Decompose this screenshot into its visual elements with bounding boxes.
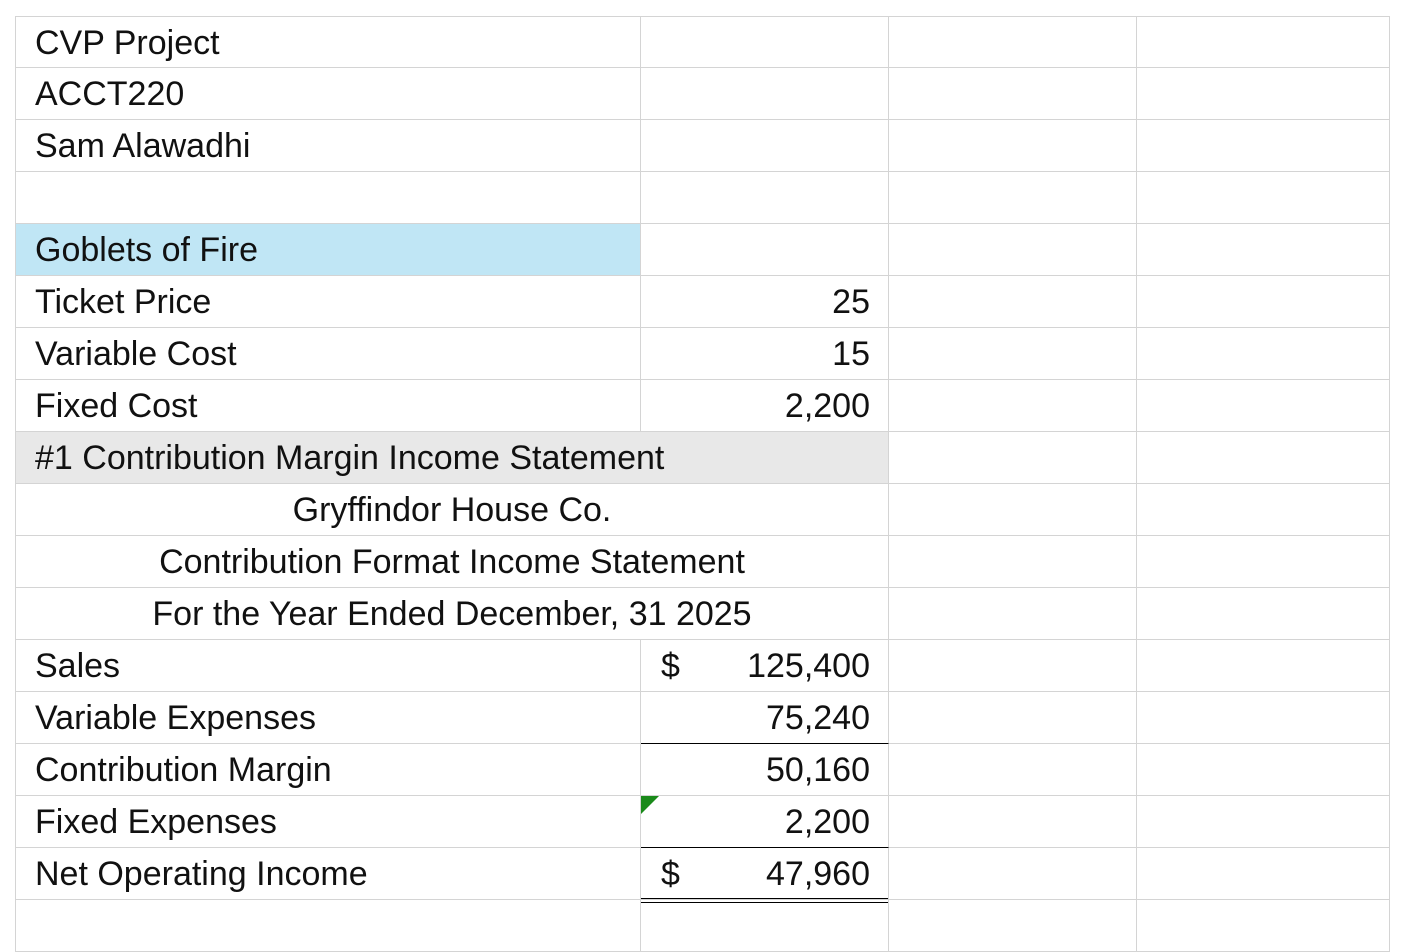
- cell-empty[interactable]: [1137, 640, 1390, 692]
- sheet-row-10: Gryffindor House Co.: [15, 484, 1390, 536]
- cell-empty[interactable]: [641, 16, 889, 68]
- cell-statement-section-title[interactable]: #1 Contribution Margin Income Statement: [15, 432, 889, 484]
- currency-symbol: $: [661, 855, 680, 893]
- sheet-row-15: Contribution Margin 50,160: [15, 744, 1390, 796]
- cell-fixed-expenses-label[interactable]: Fixed Expenses: [15, 796, 641, 848]
- cell-empty[interactable]: [889, 276, 1137, 328]
- cell-net-operating-income-value[interactable]: $ 47,960: [641, 848, 889, 903]
- cell-empty[interactable]: [889, 848, 1137, 900]
- cell-sales-label[interactable]: Sales: [15, 640, 641, 692]
- cell-empty[interactable]: [1137, 432, 1390, 484]
- cell-empty[interactable]: [1137, 900, 1390, 952]
- cell-error-indicator-icon[interactable]: [641, 796, 659, 814]
- cell-empty[interactable]: [889, 68, 1137, 120]
- cell-sales-value[interactable]: $ 125,400: [641, 640, 889, 692]
- cell-empty[interactable]: [1137, 276, 1390, 328]
- cell-empty[interactable]: [641, 224, 889, 276]
- cell-company-name[interactable]: Gryffindor House Co.: [15, 484, 889, 536]
- cell-empty[interactable]: [889, 16, 1137, 68]
- cell-net-operating-income-label[interactable]: Net Operating Income: [15, 848, 641, 900]
- cell-fixed-expenses-value[interactable]: 2,200: [641, 796, 889, 848]
- sheet-row-8: Fixed Cost 2,200: [15, 380, 1390, 432]
- sheet-row-5: Goblets of Fire: [15, 224, 1390, 276]
- cell-empty[interactable]: [889, 484, 1137, 536]
- cell-empty[interactable]: [889, 172, 1137, 224]
- sheet-row-14: Variable Expenses 75,240: [15, 692, 1390, 744]
- cell-project[interactable]: CVP Project: [15, 16, 641, 68]
- cell-empty[interactable]: [889, 640, 1137, 692]
- cell-empty[interactable]: [641, 900, 889, 952]
- cell-variable-expenses-value[interactable]: 75,240: [641, 692, 889, 744]
- cell-empty[interactable]: [889, 692, 1137, 744]
- cell-empty[interactable]: [15, 172, 641, 224]
- cell-statement-title[interactable]: Contribution Format Income Statement: [15, 536, 889, 588]
- cell-empty[interactable]: [1137, 536, 1390, 588]
- fixed-expenses-amount: 2,200: [784, 803, 870, 841]
- spreadsheet-grid: CVP Project ACCT220 Sam Alawadhi Goblets…: [15, 16, 1390, 952]
- sheet-row-3: Sam Alawadhi: [15, 120, 1390, 172]
- cell-empty[interactable]: [1137, 328, 1390, 380]
- cell-empty[interactable]: [641, 172, 889, 224]
- cell-empty[interactable]: [1137, 120, 1390, 172]
- cell-variable-expenses-label[interactable]: Variable Expenses: [15, 692, 641, 744]
- sheet-row-16: Fixed Expenses 2,200: [15, 796, 1390, 848]
- sheet-row-6: Ticket Price 25: [15, 276, 1390, 328]
- cell-course[interactable]: ACCT220: [15, 68, 641, 120]
- cell-ticket-price-value[interactable]: 25: [641, 276, 889, 328]
- cell-statement-period[interactable]: For the Year Ended December, 31 2025: [15, 588, 889, 640]
- sheet-row-17: Net Operating Income $ 47,960: [15, 848, 1390, 903]
- sheet-row-12: For the Year Ended December, 31 2025: [15, 588, 1390, 640]
- cell-empty[interactable]: [889, 224, 1137, 276]
- sales-amount: 125,400: [747, 647, 870, 685]
- cell-empty[interactable]: [641, 120, 889, 172]
- cell-empty[interactable]: [1137, 484, 1390, 536]
- cell-empty[interactable]: [1137, 380, 1390, 432]
- cell-empty[interactable]: [889, 328, 1137, 380]
- cell-empty[interactable]: [641, 68, 889, 120]
- cell-empty[interactable]: [1137, 588, 1390, 640]
- cell-empty[interactable]: [889, 432, 1137, 484]
- sheet-row-13: Sales $ 125,400: [15, 640, 1390, 692]
- cell-empty[interactable]: [15, 900, 641, 952]
- cell-variable-cost-value[interactable]: 15: [641, 328, 889, 380]
- sheet-row-7: Variable Cost 15: [15, 328, 1390, 380]
- cell-ticket-price-label[interactable]: Ticket Price: [15, 276, 641, 328]
- cell-empty[interactable]: [889, 900, 1137, 952]
- cell-empty[interactable]: [889, 380, 1137, 432]
- sheet-row-4: [15, 172, 1390, 224]
- currency-symbol: $: [661, 647, 680, 685]
- cell-empty[interactable]: [1137, 16, 1390, 68]
- net-operating-income-amount: 47,960: [766, 855, 870, 893]
- cell-variable-cost-label[interactable]: Variable Cost: [15, 328, 641, 380]
- cell-empty[interactable]: [1137, 224, 1390, 276]
- cell-fixed-cost-value[interactable]: 2,200: [641, 380, 889, 432]
- cell-author[interactable]: Sam Alawadhi: [15, 120, 641, 172]
- cell-contribution-margin-label[interactable]: Contribution Margin: [15, 744, 641, 796]
- sheet-row-9: #1 Contribution Margin Income Statement: [15, 432, 1390, 484]
- cell-empty[interactable]: [889, 744, 1137, 796]
- cell-empty[interactable]: [1137, 744, 1390, 796]
- cell-inputs-title[interactable]: Goblets of Fire: [15, 224, 641, 276]
- cell-empty[interactable]: [1137, 68, 1390, 120]
- cell-empty[interactable]: [1137, 796, 1390, 848]
- statement-period-text: For the Year Ended December, 31 2025: [152, 595, 752, 633]
- cell-empty[interactable]: [889, 588, 1137, 640]
- cell-contribution-margin-value[interactable]: 50,160: [641, 744, 889, 796]
- sheet-row-18: [15, 900, 1390, 952]
- cell-empty[interactable]: [889, 796, 1137, 848]
- cell-empty[interactable]: [1137, 692, 1390, 744]
- cell-empty[interactable]: [1137, 172, 1390, 224]
- cell-empty[interactable]: [889, 536, 1137, 588]
- cell-fixed-cost-label[interactable]: Fixed Cost: [15, 380, 641, 432]
- cell-empty[interactable]: [1137, 848, 1390, 900]
- sheet-row-1: CVP Project: [15, 16, 1390, 68]
- sheet-row-11: Contribution Format Income Statement: [15, 536, 1390, 588]
- sheet-row-2: ACCT220: [15, 68, 1390, 120]
- cell-empty[interactable]: [889, 120, 1137, 172]
- statement-title-text: Contribution Format Income Statement: [159, 543, 745, 581]
- company-name-text: Gryffindor House Co.: [292, 491, 612, 529]
